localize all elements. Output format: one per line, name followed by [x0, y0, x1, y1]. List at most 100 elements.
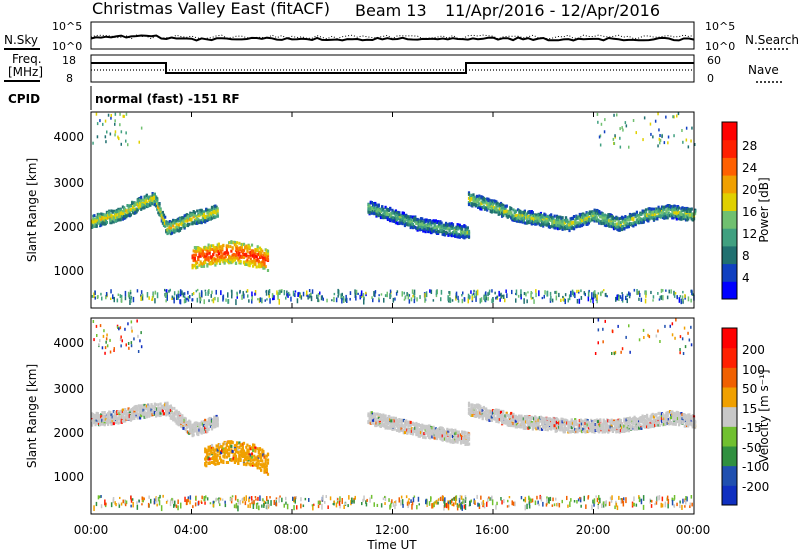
- echo-cell: [222, 244, 224, 247]
- echo-cell: [203, 265, 205, 268]
- noise-cell: [333, 297, 335, 302]
- noise-cell: [337, 295, 339, 298]
- noise-cell: [316, 295, 318, 299]
- noise-cell: [578, 290, 580, 292]
- speckle-cell: [681, 129, 683, 132]
- noise-cell: [110, 298, 112, 300]
- echo-cell: [562, 216, 564, 219]
- speckle-cell: [601, 123, 603, 126]
- echo-cell: [115, 213, 117, 216]
- power-y-axis-label: Slant Range [km]: [25, 158, 39, 262]
- echo-cell: [228, 454, 230, 457]
- noise-cell: [350, 291, 352, 295]
- noise-cell: [349, 298, 351, 301]
- echo-cell: [428, 433, 430, 436]
- noise-cell: [200, 298, 202, 301]
- echo-cell: [672, 217, 674, 220]
- noise-cell: [273, 295, 275, 300]
- echo-cell: [113, 422, 115, 425]
- noise-cell: [634, 289, 636, 292]
- speckle-cell: [110, 117, 112, 120]
- noise-cell: [606, 295, 608, 297]
- echo-cell: [235, 459, 237, 462]
- noise-cell: [375, 290, 377, 293]
- noise-cell: [579, 299, 581, 304]
- speckle-cell: [659, 138, 661, 141]
- echo-cell: [402, 425, 404, 428]
- speckle-cell: [97, 122, 99, 125]
- noise-cell: [535, 293, 537, 297]
- echo-cell: [257, 245, 259, 248]
- echo-cell: [258, 463, 260, 466]
- speckle-cell: [659, 141, 661, 144]
- echo-cell: [197, 433, 199, 436]
- echo-cell: [194, 211, 196, 214]
- echo-cell: [623, 228, 625, 231]
- noise-cell: [323, 298, 325, 301]
- speckle-cell: [613, 138, 615, 141]
- echo-cell: [390, 422, 392, 425]
- echo-cell: [389, 208, 391, 211]
- echo-cell: [232, 450, 234, 453]
- echo-cell: [266, 465, 268, 468]
- echo-cell: [550, 213, 552, 216]
- noise-cell: [266, 298, 268, 300]
- echo-cell: [232, 441, 234, 444]
- noise-cell: [241, 295, 243, 300]
- speckle-cell: [652, 135, 654, 138]
- echo-cell: [632, 219, 634, 222]
- echo-cell: [219, 246, 221, 249]
- speckle-cell: [614, 142, 616, 145]
- echo-cell: [390, 419, 392, 422]
- speckle-cell: [655, 120, 657, 123]
- noise-cell: [211, 299, 213, 301]
- echo-cell: [468, 235, 470, 238]
- noise-cell: [662, 289, 664, 292]
- noise-cell: [251, 292, 253, 297]
- plot-title: Christmas Valley East (fitACF): [92, 0, 330, 18]
- echo-cell: [156, 199, 158, 202]
- noise-cell: [452, 299, 454, 301]
- noise-cell: [336, 298, 338, 303]
- noise-cell: [378, 294, 380, 296]
- speckle-cell: [125, 140, 127, 143]
- echo-cell: [256, 266, 258, 269]
- speckle-cell: [108, 114, 110, 117]
- noise-cell: [487, 292, 489, 296]
- echo-cell: [196, 210, 198, 213]
- noise-cell: [343, 296, 345, 300]
- echo-cell: [261, 250, 263, 253]
- speckle-cell: [114, 123, 116, 126]
- noise-cell: [279, 299, 281, 305]
- noise-cell: [472, 296, 474, 300]
- echo-cell: [468, 433, 470, 436]
- noise-cell: [436, 290, 438, 295]
- echo-cell: [104, 423, 106, 426]
- echo-cell: [194, 258, 196, 261]
- noise-cell: [408, 294, 410, 300]
- noise-cell: [489, 291, 491, 295]
- echo-cell: [217, 215, 219, 218]
- noise-cell: [141, 290, 143, 294]
- noise-cell: [627, 294, 629, 297]
- noise-cell: [231, 290, 233, 295]
- echo-cell: [573, 215, 575, 218]
- echo-cell: [130, 214, 132, 217]
- noise-cell: [584, 291, 586, 294]
- noise-cell: [544, 290, 546, 294]
- noise-cell: [94, 291, 96, 296]
- noise-cell: [638, 298, 640, 301]
- noise-cell: [164, 289, 166, 291]
- noise-cell: [544, 295, 546, 299]
- echo-cell: [267, 269, 269, 272]
- noise-cell: [645, 299, 647, 304]
- noise-cell: [486, 297, 488, 300]
- echo-cell: [209, 458, 211, 461]
- echo-cell: [643, 221, 645, 224]
- echo-cell: [251, 244, 253, 247]
- speckle-cell: [111, 114, 113, 117]
- noise-cell: [140, 296, 142, 302]
- noise-cell: [193, 292, 195, 295]
- noise-cell: [265, 299, 267, 301]
- echo-cell: [568, 229, 570, 232]
